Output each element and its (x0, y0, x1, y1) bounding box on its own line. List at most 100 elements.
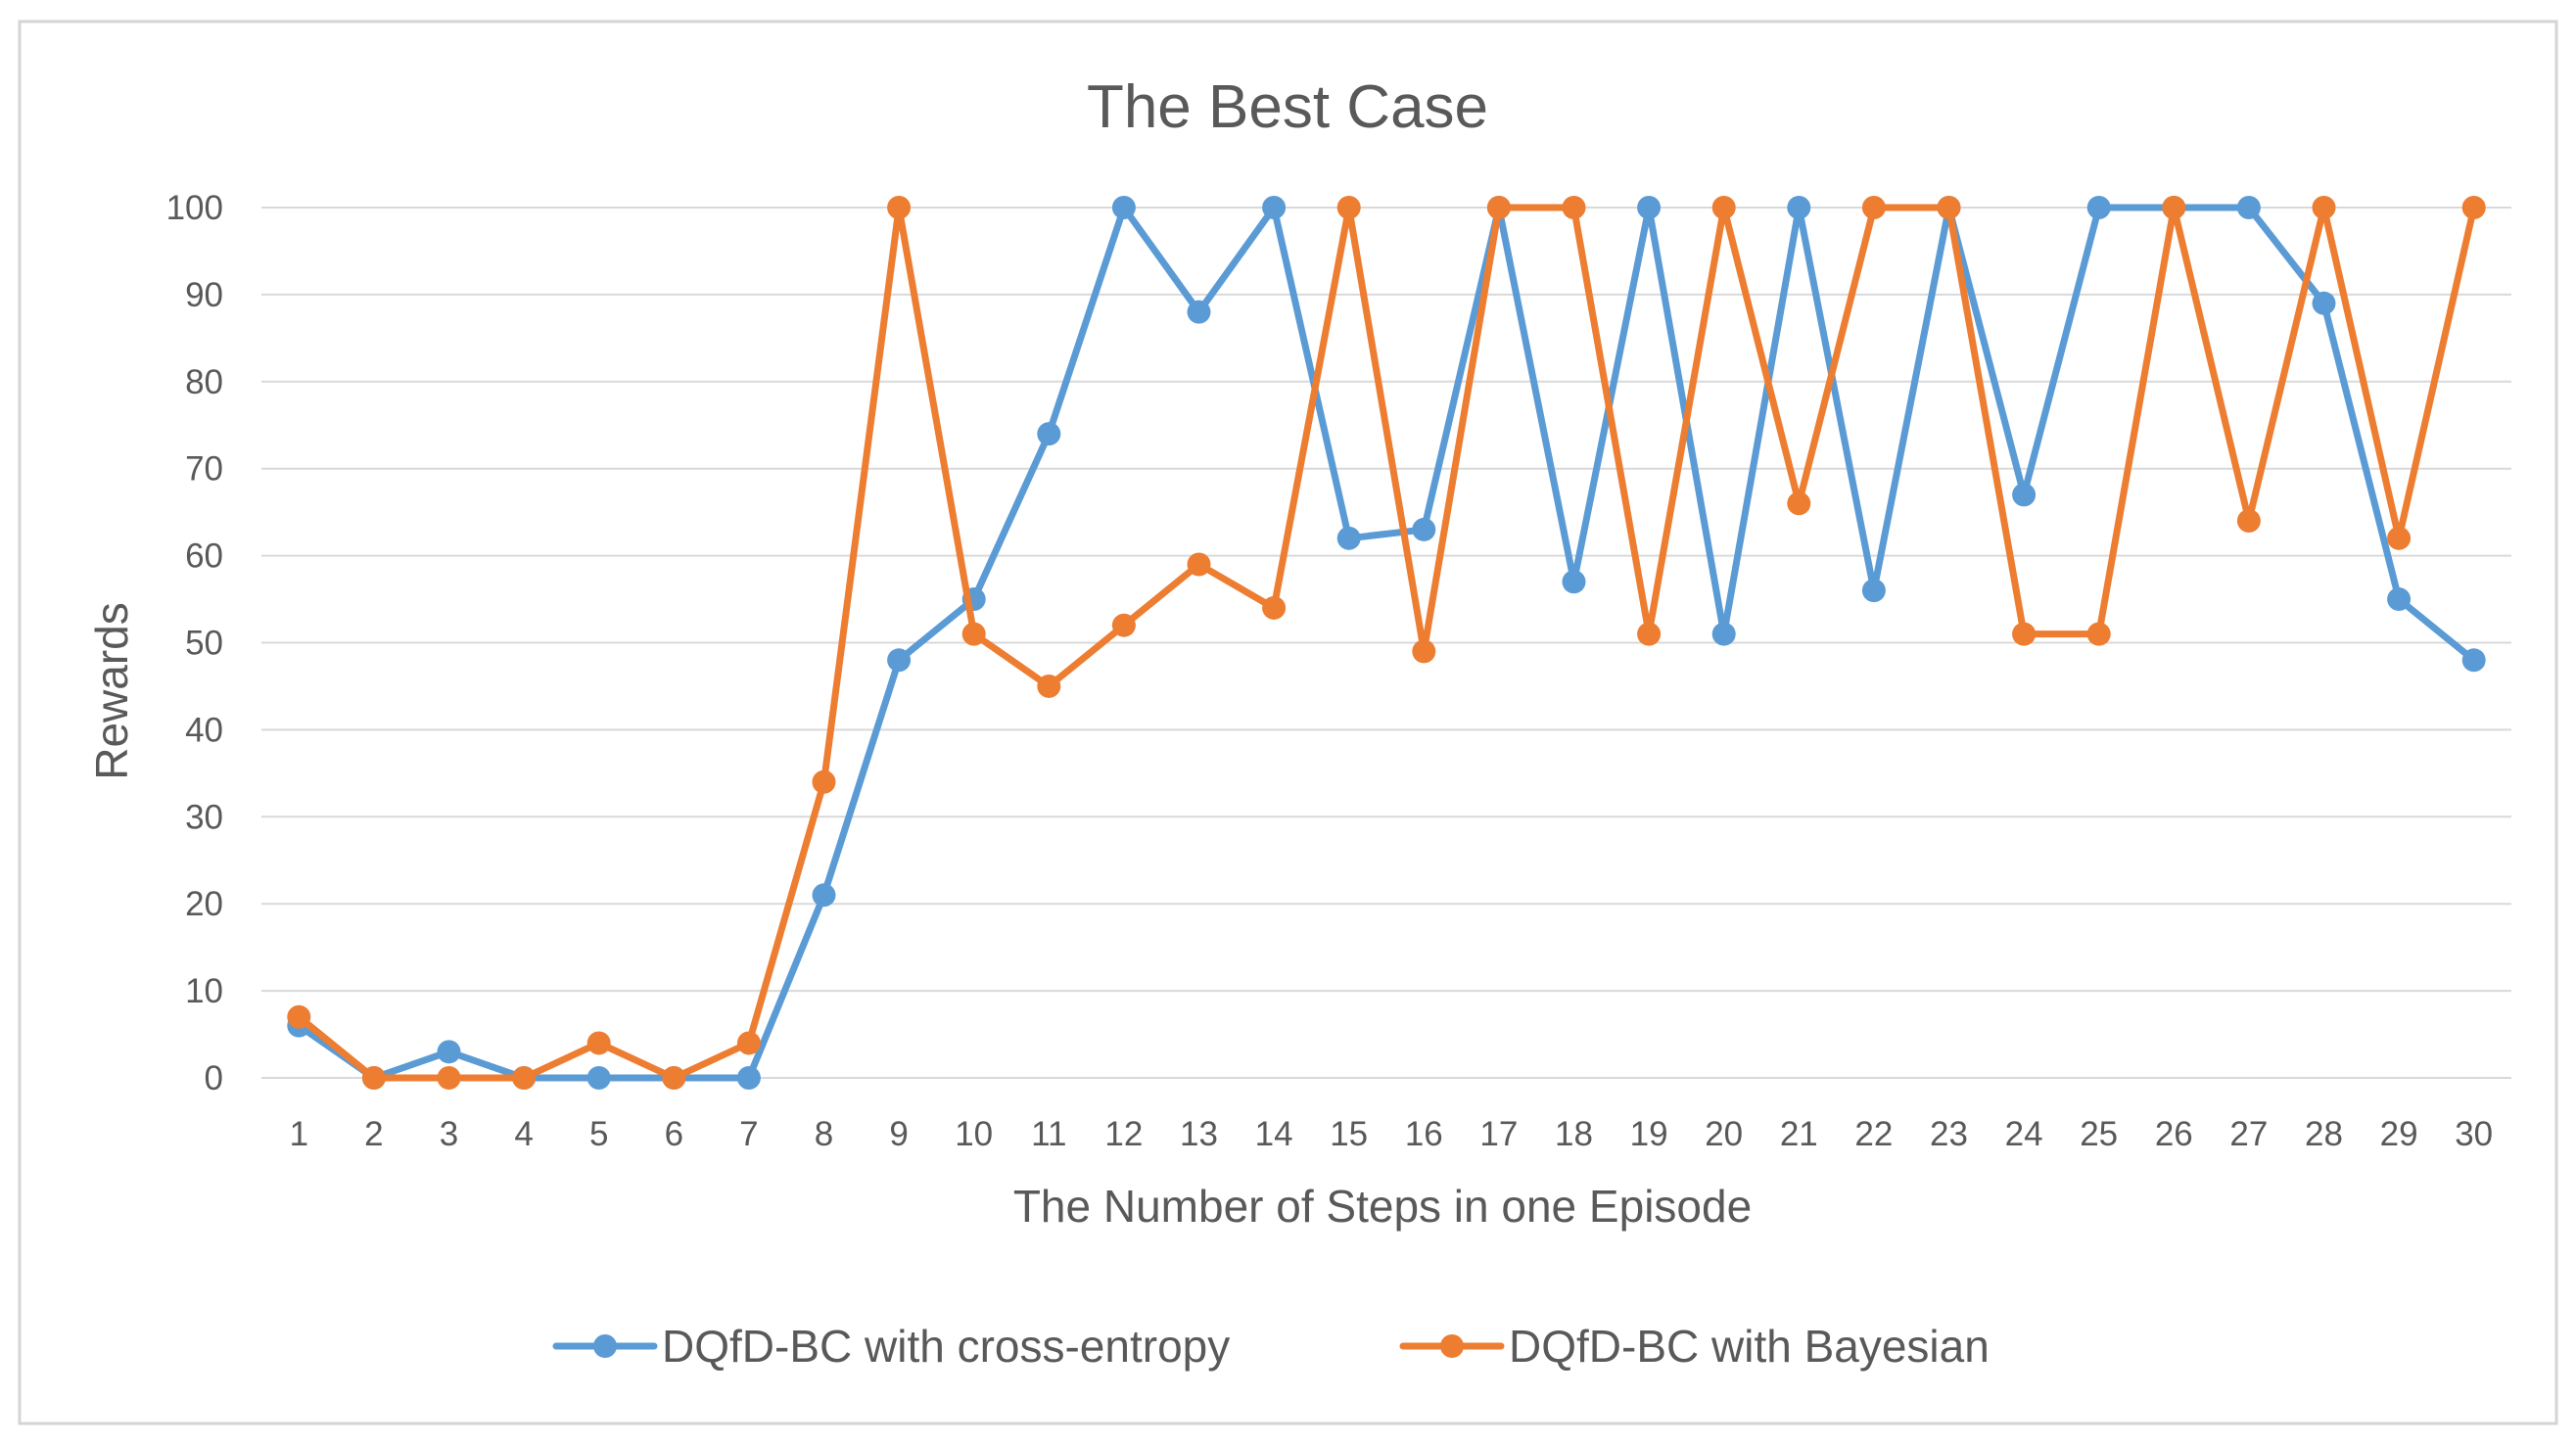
x-tick-label: 11 (1031, 1115, 1066, 1153)
legend-item-cross-entropy: DQfD-BC with cross-entropy (552, 1321, 1230, 1372)
series-1 (287, 196, 2486, 1090)
data-point (2387, 526, 2412, 550)
x-tick-label: 9 (889, 1115, 908, 1153)
data-point (2461, 648, 2486, 673)
data-point (1787, 491, 1811, 516)
data-point (2461, 196, 2486, 219)
x-tick-label: 19 (1630, 1115, 1668, 1153)
data-point (1412, 639, 1436, 664)
data-point (2012, 483, 2037, 507)
data-point (887, 648, 912, 673)
data-point (1262, 595, 1287, 620)
x-tick-label: 6 (665, 1115, 683, 1153)
data-point (1562, 196, 1586, 219)
x-tick-label: 12 (1104, 1115, 1143, 1153)
y-tick-label: 10 (185, 972, 223, 1010)
data-point (287, 1004, 311, 1029)
data-point (1486, 196, 1511, 219)
y-tick-label: 50 (185, 625, 223, 663)
y-axis-title: Rewards (86, 602, 137, 780)
data-point (1111, 196, 1136, 219)
data-point (1111, 613, 1136, 637)
data-point (1937, 196, 1961, 219)
x-tick-label: 20 (1705, 1115, 1743, 1153)
data-point (586, 1031, 611, 1055)
data-point (1187, 552, 1211, 577)
chart-title: The Best Case (1087, 73, 1488, 141)
series-line-0 (295, 204, 2478, 1082)
data-point (1861, 196, 1886, 219)
y-tick-label: 90 (185, 276, 223, 314)
data-point (1637, 622, 1662, 646)
x-tick-label: 2 (364, 1115, 383, 1153)
x-tick-label: 15 (1330, 1115, 1368, 1153)
data-point (736, 1066, 761, 1090)
y-tick-label: 60 (185, 537, 223, 576)
x-axis-ticks: 1 2 3 4 5 6 7 8 9 10 11 12 13 14 15 16 17 18 19 20 21 22 23 24 2… (290, 1115, 2494, 1153)
data-point (2162, 196, 2186, 219)
data-point (1336, 196, 1361, 219)
data-point (812, 883, 836, 908)
x-tick-label: 7 (739, 1115, 758, 1153)
legend-item-bayesian: DQfD-BC with Bayesian (1399, 1321, 1990, 1372)
data-point (1861, 579, 1886, 603)
data-point (2086, 196, 2111, 219)
x-tick-label: 27 (2229, 1115, 2268, 1153)
data-point (1711, 622, 1736, 646)
x-tick-label: 25 (2080, 1115, 2118, 1153)
legend: DQfD-BC with cross-entropy DQfD-BC with … (552, 1321, 1990, 1372)
x-tick-label: 10 (955, 1115, 993, 1153)
x-tick-label: 4 (514, 1115, 533, 1153)
y-tick-label: 0 (205, 1059, 223, 1097)
data-point (1037, 422, 1061, 446)
y-axis-ticks: 0 10 20 30 40 50 60 70 80 90 100 (166, 189, 223, 1097)
data-point (2012, 622, 2037, 646)
x-tick-label: 1 (290, 1115, 308, 1153)
series-line-1 (295, 204, 2478, 1082)
x-axis-title: The Number of Steps in one Episode (1013, 1181, 1752, 1232)
y-tick-label: 100 (166, 189, 223, 227)
legend-marker-bayesian (1440, 1334, 1464, 1358)
x-tick-label: 24 (2005, 1115, 2043, 1153)
data-point (961, 622, 986, 646)
data-point (2312, 291, 2336, 315)
x-tick-label: 16 (1405, 1115, 1443, 1153)
data-point (736, 1031, 761, 1055)
data-point (586, 1066, 611, 1090)
data-point (1711, 196, 1736, 219)
x-tick-label: 29 (2380, 1115, 2418, 1153)
x-tick-label: 21 (1780, 1115, 1818, 1153)
data-point (437, 1066, 461, 1090)
x-tick-label: 23 (1930, 1115, 1968, 1153)
data-point (2236, 509, 2261, 534)
y-tick-label: 40 (185, 711, 223, 749)
data-point (1412, 517, 1436, 541)
y-tick-label: 30 (185, 798, 223, 836)
data-point (437, 1040, 461, 1064)
data-point (2236, 196, 2261, 219)
data-point (2387, 587, 2412, 612)
data-point (2086, 622, 2111, 646)
x-tick-label: 3 (440, 1115, 458, 1153)
data-point (812, 769, 836, 794)
data-point (662, 1066, 686, 1090)
x-tick-label: 14 (1255, 1115, 1293, 1153)
y-tick-label: 20 (185, 885, 223, 923)
x-tick-label: 26 (2155, 1115, 2193, 1153)
x-tick-label: 17 (1479, 1115, 1518, 1153)
x-tick-label: 22 (1854, 1115, 1893, 1153)
x-tick-label: 5 (589, 1115, 608, 1153)
data-point (2312, 196, 2336, 219)
series-layer (287, 196, 2486, 1090)
y-tick-label: 80 (185, 363, 223, 401)
x-tick-label: 8 (815, 1115, 833, 1153)
data-point (1787, 196, 1811, 219)
x-tick-label: 13 (1180, 1115, 1218, 1153)
data-point (1037, 674, 1061, 698)
data-point (1336, 526, 1361, 550)
data-point (512, 1066, 537, 1090)
x-tick-label: 30 (2455, 1115, 2493, 1153)
y-tick-label: 70 (185, 450, 223, 489)
x-tick-label: 28 (2305, 1115, 2343, 1153)
legend-marker-cross-entropy (593, 1334, 617, 1358)
